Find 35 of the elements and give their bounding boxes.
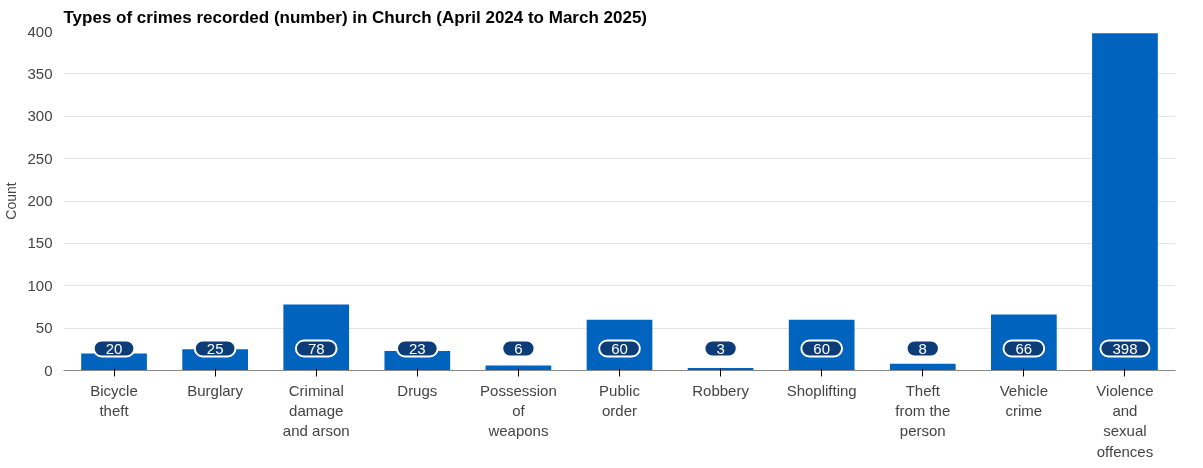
y-tick-label: 50: [35, 319, 53, 337]
data-label: 398: [1112, 339, 1138, 357]
x-tick-label: Drugs: [397, 381, 438, 399]
x-tick-label: Burglary: [187, 381, 244, 399]
y-tick-label: 150: [27, 234, 53, 252]
y-tick-label: 300: [27, 107, 53, 125]
x-tick-label: Public order: [599, 381, 641, 419]
bar: [485, 365, 552, 371]
data-label: 20: [105, 339, 123, 357]
data-label: 66: [1015, 339, 1033, 357]
x-tick-label: Robbery: [692, 381, 750, 399]
data-label: 60: [813, 339, 831, 357]
data-label: 78: [307, 339, 325, 357]
y-tick-label: 100: [27, 276, 53, 294]
bar: [1092, 33, 1158, 371]
x-tick-label: Shoplifting: [786, 381, 857, 399]
y-axis-title: Count: [3, 182, 20, 220]
x-tick-label: Theft from the person: [895, 381, 951, 440]
y-tick-label: 0: [44, 361, 53, 379]
y-tick-label: 200: [27, 192, 53, 209]
data-label: 3: [716, 339, 725, 357]
data-label: 8: [918, 339, 927, 357]
data-label: 60: [611, 339, 628, 357]
data-label: 23: [408, 339, 426, 357]
data-label: 6: [514, 339, 523, 357]
chart-title: Types of crimes recorded (number) in Church (April 2024 to March 2025): [63, 7, 648, 27]
x-tick-label: Vehicle crime: [999, 381, 1049, 419]
y-tick-label: 400: [27, 22, 53, 40]
data-label: 25: [206, 339, 224, 357]
x-tick-label: Bicycle theft: [90, 381, 138, 419]
y-tick-label: 250: [27, 149, 53, 167]
x-tick-label: Criminal damage and arson: [282, 381, 350, 440]
x-tick-label: Violence and sexual offences: [1096, 381, 1154, 460]
x-tick-label: Possession of weapons: [480, 381, 557, 440]
y-tick-label: 350: [27, 64, 53, 82]
